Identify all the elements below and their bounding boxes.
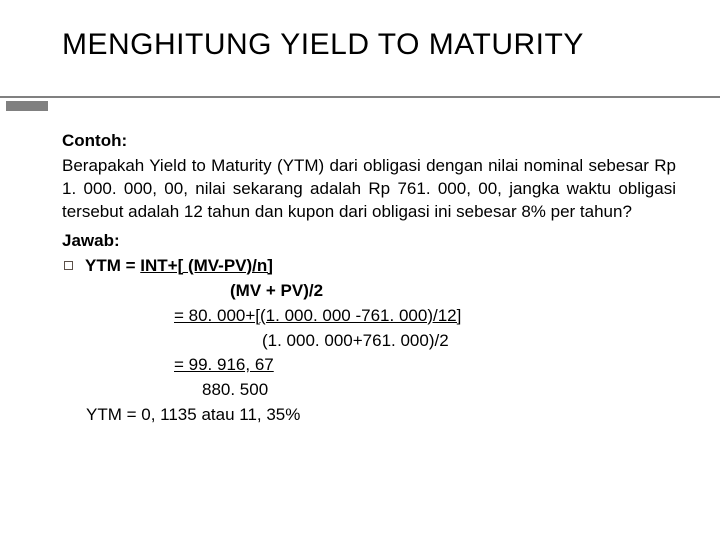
bullet-icon — [64, 261, 73, 270]
slide-title: MENGHITUNG YIELD TO MATURITY — [62, 28, 672, 62]
step1-num-text: = 80. 000+[(1. 000. 000 -761. 000)/12] — [174, 306, 461, 325]
step2-num-text: = 99. 916, 67 — [174, 355, 274, 374]
formula-denominator-text: (MV + PV)/2 — [230, 281, 323, 300]
step1-den-text: (1. 000. 000+761. 000)/2 — [262, 331, 449, 350]
step2-denominator: 880. 500 — [202, 379, 676, 402]
step1-numerator: = 80. 000+[(1. 000. 000 -761. 000)/12] — [174, 305, 676, 328]
answer-label: Jawab: — [62, 230, 676, 253]
title-divider — [0, 96, 720, 98]
formula-lhs: YTM = — [85, 256, 140, 275]
formula-main: YTM = INT+[ (MV-PV)/n] — [85, 255, 273, 278]
formula-result: YTM = 0, 1135 atau 11, 35% — [86, 404, 676, 427]
example-label: Contoh: — [62, 130, 676, 153]
divider-line — [0, 96, 720, 98]
formula-denominator: (MV + PV)/2 — [230, 280, 676, 303]
divider-accent — [6, 101, 48, 111]
question-text: Berapakah Yield to Maturity (YTM) dari o… — [62, 155, 676, 224]
slide-content: Contoh: Berapakah Yield to Maturity (YTM… — [62, 130, 676, 427]
step2-numerator: = 99. 916, 67 — [174, 354, 676, 377]
step1-denominator: (1. 000. 000+761. 000)/2 — [262, 330, 676, 353]
result-text: YTM = 0, 1135 atau 11, 35% — [86, 405, 300, 424]
slide-container: MENGHITUNG YIELD TO MATURITY Contoh: Ber… — [0, 0, 720, 540]
formula-row: YTM = INT+[ (MV-PV)/n] — [62, 255, 676, 278]
formula-numerator: INT+[ (MV-PV)/n] — [140, 256, 273, 275]
step2-den-text: 880. 500 — [202, 380, 268, 399]
